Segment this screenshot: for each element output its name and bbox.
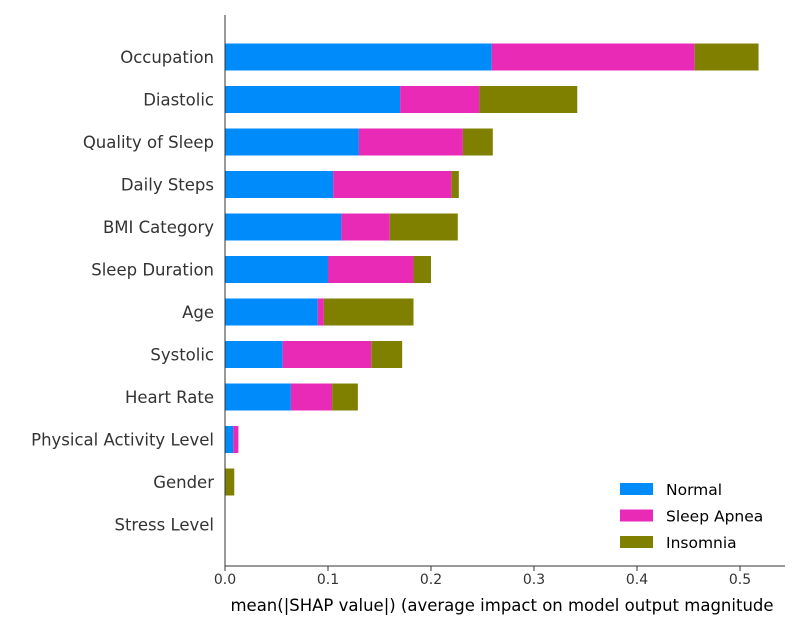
x-tick-label-3: 0.3 xyxy=(523,572,545,588)
x-ticks: 0.0 0.1 0.2 0.3 0.4 0.5 xyxy=(214,566,751,588)
bar-insomnia-diastolic xyxy=(479,86,578,113)
bars-layer xyxy=(225,43,759,496)
bar-sleep-apnea-daily-steps xyxy=(333,171,452,198)
y-label-diastolic: Diastolic xyxy=(143,91,214,110)
y-label-bmi-category: BMI Category xyxy=(103,218,214,237)
bar-normal-daily-steps xyxy=(225,171,334,198)
bar-insomnia-age xyxy=(323,298,414,326)
legend-label-sleep-apnea: Sleep Apnea xyxy=(666,508,763,526)
bar-sleep-apnea-physical-activity-level xyxy=(233,426,239,453)
bar-insomnia-systolic xyxy=(371,341,403,368)
x-tick-label-5: 0.5 xyxy=(729,572,751,588)
legend-swatch-normal xyxy=(620,483,653,495)
y-category-labels: Occupation Diastolic Quality of Sleep Daily… xyxy=(31,48,214,535)
y-label-gender: Gender xyxy=(153,473,214,492)
bar-normal-age xyxy=(225,298,318,326)
legend: Normal Sleep Apnea Insomnia xyxy=(620,481,763,552)
bar-insomnia-gender xyxy=(225,468,235,496)
bar-insomnia-heart-rate xyxy=(332,383,358,411)
bar-insomnia-sleep-duration xyxy=(413,256,431,283)
bar-normal-diastolic xyxy=(225,86,401,113)
bar-normal-occupation xyxy=(225,43,492,71)
y-label-heart-rate: Heart Rate xyxy=(125,388,214,407)
bar-sleep-apnea-heart-rate xyxy=(290,383,333,411)
bar-normal-quality-of-sleep xyxy=(225,128,359,156)
y-label-occupation: Occupation xyxy=(120,48,214,67)
legend-label-normal: Normal xyxy=(666,481,722,499)
bar-insomnia-daily-steps xyxy=(451,171,459,198)
bar-sleep-apnea-age xyxy=(317,298,324,326)
y-label-daily-steps: Daily Steps xyxy=(121,176,214,195)
bar-sleep-apnea-quality-of-sleep xyxy=(358,128,463,156)
legend-swatch-insomnia xyxy=(620,536,653,548)
x-tick-label-4: 0.4 xyxy=(626,572,648,588)
bar-sleep-apnea-bmi-category xyxy=(341,213,390,241)
bar-insomnia-occupation xyxy=(694,43,759,71)
y-label-quality-of-sleep: Quality of Sleep xyxy=(83,133,214,152)
legend-label-insomnia: Insomnia xyxy=(666,534,737,552)
legend-swatch-sleep-apnea xyxy=(620,509,653,522)
bar-sleep-apnea-diastolic xyxy=(400,86,480,113)
bar-normal-sleep-duration xyxy=(225,256,328,283)
bar-insomnia-bmi-category xyxy=(389,213,458,241)
y-label-age: Age xyxy=(182,303,214,322)
bar-normal-systolic xyxy=(225,341,283,368)
x-tick-label-2: 0.2 xyxy=(420,572,442,588)
y-label-sleep-duration: Sleep Duration xyxy=(91,261,214,280)
x-tick-label-0: 0.0 xyxy=(214,572,236,588)
bar-normal-physical-activity-level xyxy=(225,426,234,453)
bar-normal-bmi-category xyxy=(225,213,342,241)
bar-sleep-apnea-occupation xyxy=(491,43,695,71)
y-label-stress-level: Stress Level xyxy=(114,516,214,535)
bar-normal-heart-rate xyxy=(225,383,291,411)
bar-insomnia-quality-of-sleep xyxy=(462,128,493,156)
y-label-physical-activity-level: Physical Activity Level xyxy=(31,431,214,450)
x-tick-label-1: 0.1 xyxy=(317,572,339,588)
y-label-systolic: Systolic xyxy=(150,346,214,365)
bar-sleep-apnea-sleep-duration xyxy=(328,256,414,283)
bar-sleep-apnea-systolic xyxy=(282,341,372,368)
x-axis-label: mean(|SHAP value|) (average impact on mo… xyxy=(230,596,773,615)
